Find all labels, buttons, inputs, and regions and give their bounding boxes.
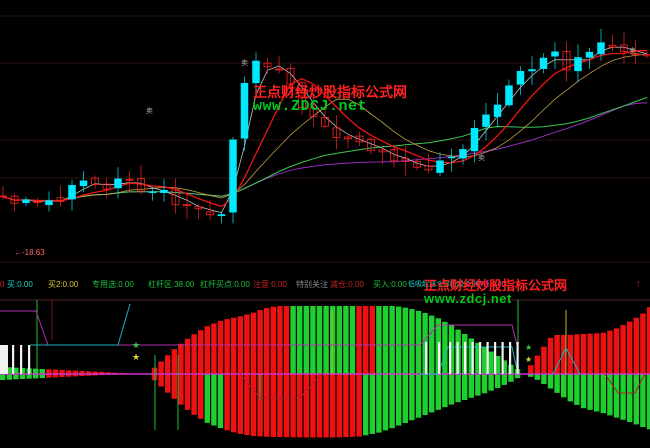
svg-text:★: ★: [132, 340, 140, 350]
svg-text:★: ★: [525, 343, 532, 352]
svg-text:★: ★: [525, 355, 532, 364]
svg-text:★: ★: [132, 352, 140, 362]
